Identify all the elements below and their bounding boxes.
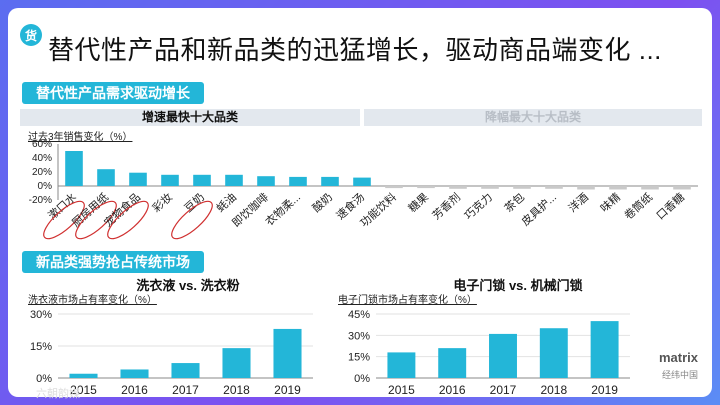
bar — [69, 373, 98, 378]
y-tick-label: 60% — [32, 139, 52, 150]
logo-main: matrix — [658, 350, 698, 365]
x-tick-label: 功能饮料 — [357, 190, 399, 230]
x-tick-label: 蚝油 — [213, 190, 239, 215]
highlight-circle — [107, 200, 149, 240]
x-tick-label: 2016 — [439, 383, 466, 397]
subheader-largest-decline: 降幅最大十大品类 — [364, 109, 702, 126]
chart1-ylabel: 过去3年销售变化（%） — [28, 132, 133, 143]
y-tick-label: 40% — [32, 153, 52, 164]
highlight-circle — [43, 200, 85, 240]
y-tick-label: 15% — [30, 341, 52, 353]
y-tick-label: 30% — [30, 309, 52, 321]
y-tick-label: 15% — [348, 352, 370, 364]
bar — [545, 186, 563, 189]
chart-detergent-share: 30% 15% 0% 2015 2016 2017 2018 2019 — [30, 309, 313, 397]
y-tick-label: 30% — [348, 330, 370, 342]
chart-doorlock-share: 45% 30% 15% 0% 2015 2016 2017 2018 2019 — [348, 309, 630, 397]
subheader-fastest-growth: 增速最快十大品类 — [20, 109, 360, 126]
chart2-title: 洗衣液 vs. 洗衣粉 — [136, 278, 240, 293]
bar — [171, 363, 200, 378]
x-tick-label: 糖果 — [405, 190, 431, 215]
slide-card: 货 替代性产品和新品类的迅猛增长，驱动商品端变化 ... 替代性产品需求驱动增长… — [8, 8, 712, 397]
x-tick-label: 卷筒纸 — [621, 190, 655, 222]
chart2-ylabel: 洗衣液市场占有率变化（%） — [28, 295, 157, 306]
x-tick-label: 2019 — [274, 383, 301, 397]
logo: matrix 经纬中国 — [659, 350, 698, 383]
bar — [417, 186, 435, 189]
x-tick-label: 芳香剂 — [429, 190, 463, 222]
x-tick-label: 2015 — [388, 383, 415, 397]
bar — [539, 328, 568, 378]
bar — [161, 174, 179, 186]
x-tick-label: 口香糖 — [653, 190, 687, 222]
x-tick-label: 衣物柔... — [262, 190, 303, 229]
bar — [449, 186, 467, 189]
bar — [673, 186, 691, 190]
x-tick-label: 即饮咖啡 — [229, 190, 271, 230]
bar — [438, 348, 467, 378]
bar — [225, 174, 243, 186]
bar — [353, 177, 371, 186]
watermark: 六朝韵媒 — [36, 388, 80, 400]
y-tick-label: 0% — [354, 373, 370, 385]
x-tick-label: 味精 — [598, 191, 623, 215]
x-tick-label: 2015 — [70, 383, 97, 397]
bar — [590, 321, 619, 378]
x-tick-label: 洋酒 — [565, 190, 591, 215]
bar — [609, 186, 627, 190]
bar — [321, 176, 339, 186]
x-tick-label: 2019 — [591, 383, 618, 397]
logo-sub: 经纬中国 — [661, 370, 698, 380]
section-title-new-categories: 新品类强势抢占传统市场 — [22, 251, 204, 273]
highlight-circle — [75, 200, 117, 240]
x-tick-label: 巧克力 — [462, 191, 495, 223]
y-tick-label: 0% — [36, 373, 52, 385]
x-tick-label: 2017 — [490, 383, 517, 397]
x-tick-label: 酸奶 — [309, 190, 335, 215]
highlight-circle — [171, 200, 213, 240]
bar — [257, 176, 275, 186]
bar — [641, 186, 659, 190]
x-tick-label: 2018 — [223, 383, 250, 397]
x-tick-label: 彩妆 — [150, 191, 175, 215]
bar — [289, 176, 307, 186]
x-tick-label: 皮具护... — [518, 190, 559, 229]
chart3-title: 电子门锁 vs. 机械门锁 — [453, 278, 583, 293]
bar — [387, 352, 416, 378]
bar — [385, 186, 403, 189]
bar — [577, 186, 595, 190]
x-tick-label: 2018 — [540, 383, 567, 397]
bar — [481, 186, 499, 189]
bar — [489, 333, 517, 378]
bar — [120, 369, 149, 378]
y-tick-label: 20% — [32, 167, 52, 178]
bar — [273, 328, 302, 378]
page-title: 替代性产品和新品类的迅猛增长，驱动商品端变化 ... — [48, 35, 662, 65]
chart3-ylabel: 电子门锁市场占有率变化（%） — [338, 295, 477, 306]
y-tick-label: 45% — [348, 309, 370, 321]
bar — [97, 169, 115, 186]
x-tick-label: 2017 — [172, 383, 199, 397]
bar — [222, 348, 251, 378]
section-title-substitute: 替代性产品需求驱动增长 — [22, 82, 204, 104]
y-tick-label: 0% — [38, 181, 53, 192]
y-tick-label: -20% — [29, 195, 52, 206]
bar — [65, 151, 83, 186]
category-badge: 货 — [20, 24, 42, 46]
bar — [193, 174, 211, 186]
bar — [513, 186, 531, 189]
x-tick-label: 2016 — [121, 383, 148, 397]
bar — [129, 172, 147, 186]
x-tick-label: 茶包 — [502, 191, 527, 215]
